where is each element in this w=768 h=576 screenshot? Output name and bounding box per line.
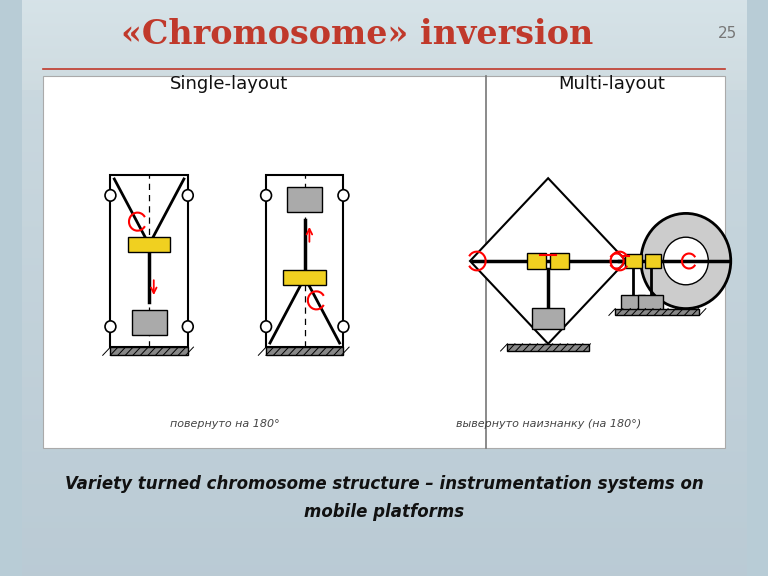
Bar <box>638 295 663 312</box>
Bar <box>111 347 188 355</box>
Polygon shape <box>470 178 626 344</box>
Bar <box>283 270 326 285</box>
Bar <box>531 308 564 329</box>
Circle shape <box>105 321 116 332</box>
Bar <box>615 309 699 316</box>
Bar <box>550 253 569 269</box>
Bar <box>42 76 724 448</box>
Circle shape <box>338 321 349 332</box>
Text: 25: 25 <box>718 25 737 40</box>
Circle shape <box>260 321 272 332</box>
Circle shape <box>641 213 731 309</box>
Text: «Chromosome» inversion: «Chromosome» inversion <box>121 18 593 51</box>
Bar <box>266 347 343 355</box>
Bar <box>287 187 322 212</box>
Text: Multi-layout: Multi-layout <box>558 75 665 93</box>
Bar <box>508 344 589 351</box>
Bar <box>132 310 167 335</box>
Bar <box>266 175 343 347</box>
Text: Single-layout: Single-layout <box>170 75 289 93</box>
Bar <box>621 295 645 312</box>
Bar <box>527 253 546 269</box>
Circle shape <box>338 190 349 201</box>
Bar <box>625 254 641 268</box>
Bar <box>645 254 661 268</box>
Bar <box>127 237 170 252</box>
Circle shape <box>182 321 194 332</box>
Text: Variety turned chromosome structure – instrumentation systems on
mobile platform: Variety turned chromosome structure – in… <box>65 475 703 521</box>
Circle shape <box>664 237 708 285</box>
Circle shape <box>182 190 194 201</box>
Text: повернуто на 180°: повернуто на 180° <box>170 419 280 429</box>
Text: вывернуто наизнанку (на 180°): вывернуто наизнанку (на 180°) <box>455 419 641 429</box>
Circle shape <box>260 190 272 201</box>
Bar <box>111 175 188 347</box>
Circle shape <box>105 190 116 201</box>
